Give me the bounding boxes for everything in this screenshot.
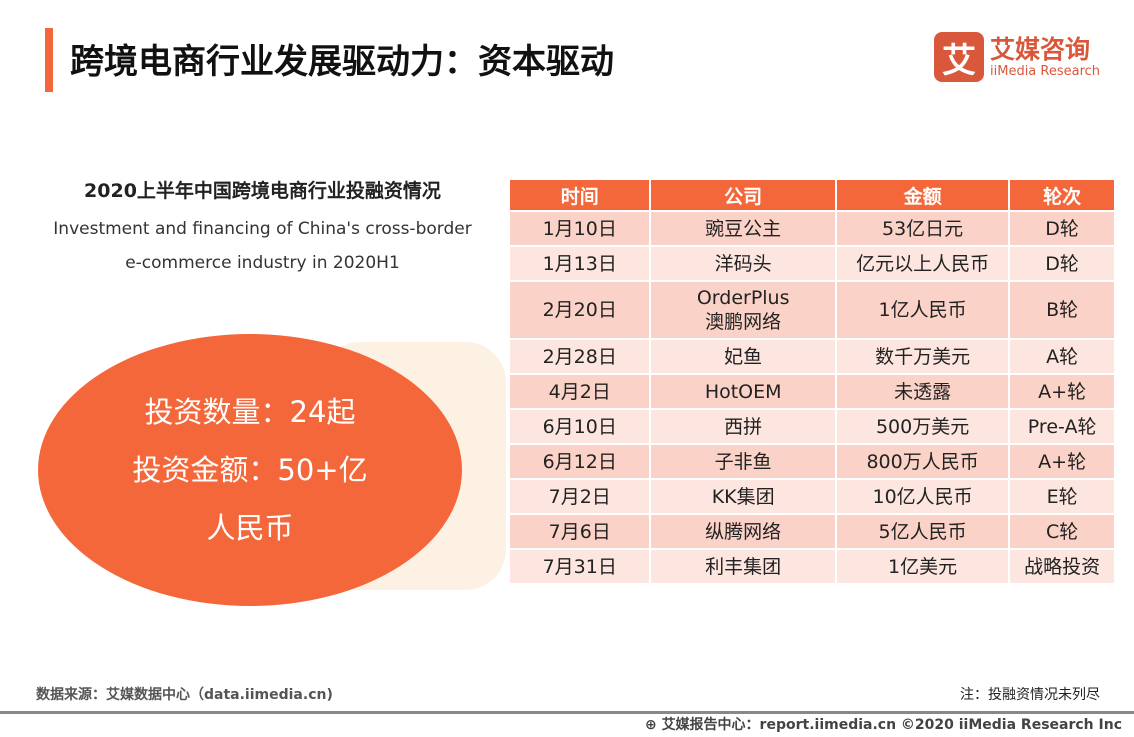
divider	[0, 711, 1134, 714]
table-cell: 子非鱼	[651, 445, 835, 478]
chart-subtitle-en: Investment and financing of China's cros…	[0, 212, 525, 280]
table-cell: 500万美元	[836, 410, 1009, 443]
table-row: 1月13日 洋码头 亿元以上人民币 D轮	[510, 247, 1114, 280]
table-cell: 妃鱼	[651, 340, 835, 373]
subtitle-en-line: e-commerce industry in 2020H1	[125, 253, 400, 273]
table-cell: 未透露	[836, 375, 1009, 408]
table-cell: Pre-A轮	[1010, 410, 1114, 443]
chart-subtitle: 2020上半年中国跨境电商行业投融资情况	[84, 180, 441, 202]
table-cell: 7月31日	[510, 550, 650, 583]
logo-en: iiMedia Research	[990, 63, 1101, 79]
column-header: 公司	[651, 180, 835, 210]
table-cell: 4月2日	[510, 375, 650, 408]
table-cell: 1亿人民币	[836, 282, 1009, 338]
table-cell: HotOEM	[651, 375, 835, 408]
investment-amount: 投资金额：50+亿	[132, 453, 368, 487]
table-cell: OrderPlus 澳鹏网络	[651, 282, 835, 338]
table-cell: 2月28日	[510, 340, 650, 373]
table-row: 6月12日 子非鱼 800万人民币 A+轮	[510, 445, 1114, 478]
table-cell: 1亿美元	[836, 550, 1009, 583]
table-cell: 2月20日	[510, 282, 650, 338]
table-cell: 53亿日元	[836, 212, 1009, 245]
column-header: 金额	[836, 180, 1009, 210]
column-header: 时间	[510, 180, 650, 210]
table-row: 1月10日 豌豆公主 53亿日元 D轮	[510, 212, 1114, 245]
table-cell: C轮	[1010, 515, 1114, 548]
investment-count: 投资数量：24起	[144, 395, 356, 429]
table-cell: 7月6日	[510, 515, 650, 548]
table-row: 4月2日 HotOEM 未透露 A+轮	[510, 375, 1114, 408]
table-cell: E轮	[1010, 480, 1114, 513]
globe-icon: ⊕	[644, 717, 662, 733]
table-cell: D轮	[1010, 212, 1114, 245]
table-cell: 5亿人民币	[836, 515, 1009, 548]
table-row: 2月20日 OrderPlus 澳鹏网络 1亿人民币 B轮	[510, 282, 1114, 338]
column-header: 轮次	[1010, 180, 1114, 210]
table-cell: A+轮	[1010, 375, 1114, 408]
table-cell: 数千万美元	[836, 340, 1009, 373]
title-accent-bar	[45, 28, 53, 92]
investment-table: 时间 公司 金额 轮次 1月10日 豌豆公主 53亿日元 D轮 1月13日 洋码头 亿元以上人民币…	[508, 178, 1116, 585]
table-cell: KK集团	[651, 480, 835, 513]
subtitle-en-line: Investment and financing of China's cros…	[53, 219, 472, 239]
table-cell: 7月2日	[510, 480, 650, 513]
logo: 艾 艾媒咨询 iiMedia Research	[934, 32, 1100, 82]
table-cell: 豌豆公主	[651, 212, 835, 245]
table-cell: A+轮	[1010, 445, 1114, 478]
footnote: 注：投融资情况未列尽	[960, 687, 1100, 703]
table-row: 2月28日 妃鱼 数千万美元 A轮	[510, 340, 1114, 373]
table-cell: D轮	[1010, 247, 1114, 280]
table-row: 7月2日 KK集团 10亿人民币 E轮	[510, 480, 1114, 513]
table-cell: A轮	[1010, 340, 1114, 373]
table-row: 6月10日 西拼 500万美元 Pre-A轮	[510, 410, 1114, 443]
investment-amount-unit: 人民币	[206, 511, 294, 545]
table-cell: 纵腾网络	[651, 515, 835, 548]
table-cell: 800万人民币	[836, 445, 1009, 478]
logo-cn: 艾媒咨询	[990, 34, 1091, 64]
table-row: 7月6日 纵腾网络 5亿人民币 C轮	[510, 515, 1114, 548]
table-cell: 1月10日	[510, 212, 650, 245]
data-source: 数据来源：艾媒数据中心（data.iimedia.cn)	[36, 687, 333, 703]
table-cell: 6月10日	[510, 410, 650, 443]
table-row: 7月31日 利丰集团 1亿美元 战略投资	[510, 550, 1114, 583]
table-cell: 利丰集团	[651, 550, 835, 583]
table-cell: 亿元以上人民币	[836, 247, 1009, 280]
table-cell: 6月12日	[510, 445, 650, 478]
page-title: 跨境电商行业发展驱动力：资本驱动	[70, 42, 614, 82]
copyright-text: 艾媒报告中心：report.iimedia.cn ©2020 iiMedia R…	[661, 717, 1122, 733]
table-cell: 西拼	[651, 410, 835, 443]
summary-ellipse: 投资数量：24起 投资金额：50+亿 人民币	[38, 334, 462, 606]
table-cell: B轮	[1010, 282, 1114, 338]
table-cell: 战略投资	[1010, 550, 1114, 583]
table-cell: 1月13日	[510, 247, 650, 280]
table-cell: 10亿人民币	[836, 480, 1009, 513]
copyright: ⊕ 艾媒报告中心：report.iimedia.cn ©2020 iiMedia…	[645, 714, 1122, 734]
table-cell: 洋码头	[651, 247, 835, 280]
logo-icon: 艾	[934, 32, 984, 82]
